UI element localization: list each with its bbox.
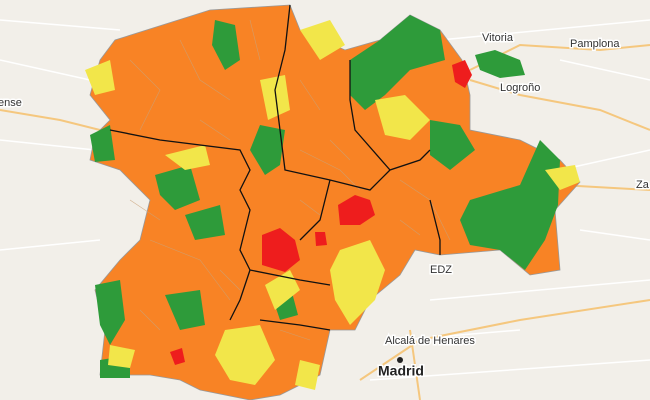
yellow-areas [85, 20, 580, 390]
main-road [0, 43, 650, 400]
city-dots [397, 340, 412, 363]
place-label: ense [0, 97, 22, 109]
region [85, 4, 581, 400]
city-dot [397, 357, 403, 363]
place-label: Logroño [500, 82, 540, 94]
place-label: Pamplona [570, 38, 620, 50]
minor-road [0, 19, 650, 381]
place-label: Alcalá de Henares [385, 335, 475, 347]
red-areas [170, 60, 472, 365]
place-label: Za [636, 179, 650, 191]
roads [0, 19, 650, 400]
green-areas [90, 15, 560, 378]
labels: Vitoria Pamplona Logroño ense Za EDZ Alcalá de… [0, 30, 650, 380]
place-label: EDZ [430, 264, 452, 276]
city-dot [408, 340, 412, 344]
province-borders [109, 4, 441, 331]
place-label: Madrid [378, 363, 424, 379]
place-label: Vitoria [482, 32, 514, 44]
